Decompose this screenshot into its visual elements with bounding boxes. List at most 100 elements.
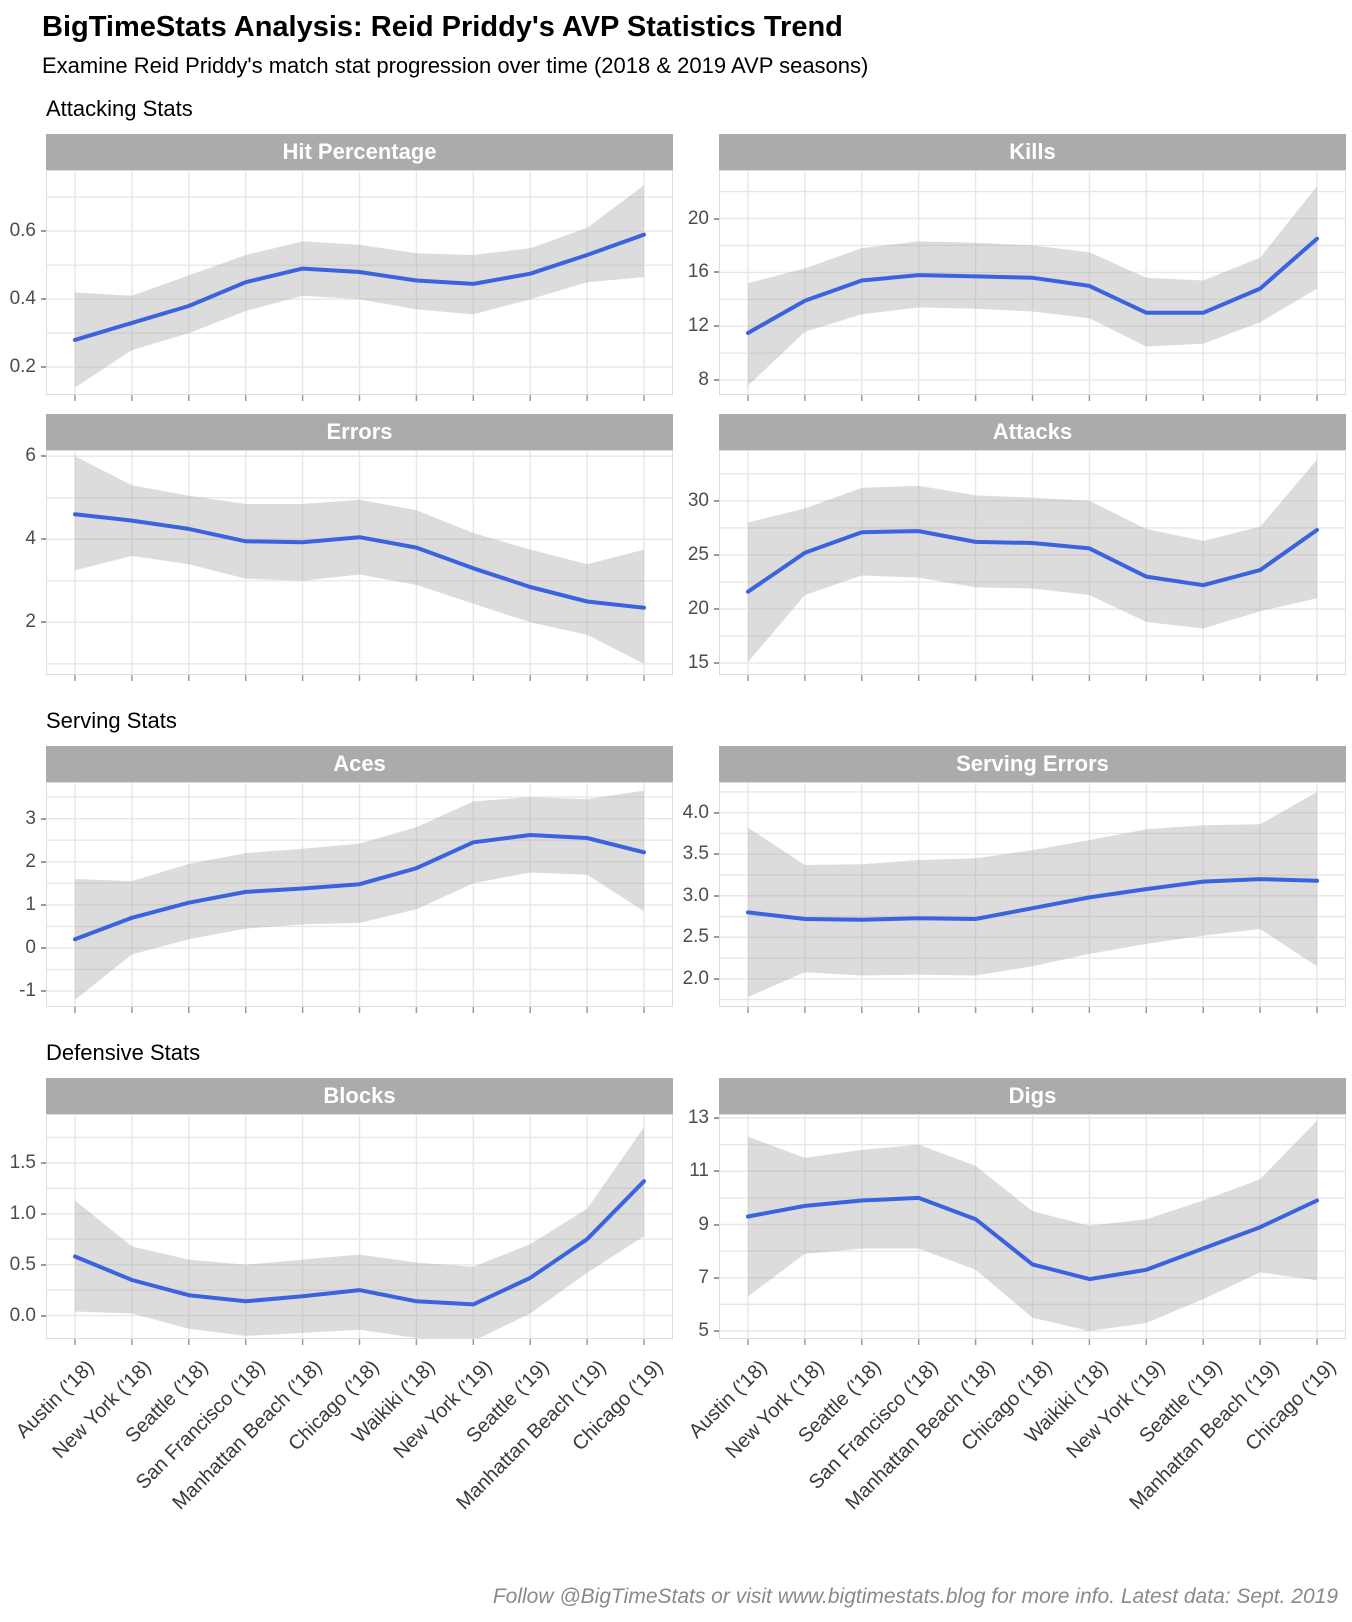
y-tick-mark bbox=[41, 817, 46, 820]
y-tick-label: 1.5 bbox=[9, 1151, 36, 1173]
y-tick-mark bbox=[714, 853, 719, 856]
y-tick-mark bbox=[41, 990, 46, 993]
y-tick-mark bbox=[41, 1161, 46, 1164]
y-tick-label: 0.2 bbox=[9, 356, 36, 378]
panel-title: Hit Percentage bbox=[282, 139, 437, 164]
y-tick-mark bbox=[714, 608, 719, 610]
panel-strip-digs: Digs bbox=[719, 1078, 1346, 1114]
plot-row: 15 20 25 30 bbox=[673, 450, 1346, 682]
y-tick-label: 6 bbox=[25, 445, 36, 467]
trend-line bbox=[73, 833, 646, 942]
plot-row: 2 4 6 bbox=[0, 445, 673, 682]
y-tick-label: 0.0 bbox=[9, 1304, 36, 1326]
y-tick-mark bbox=[714, 271, 719, 274]
plot-row: 2.0 2.5 3.0 3.5 4.0 bbox=[673, 782, 1346, 1014]
plot-row: 5 7 9 11 13 bbox=[673, 1107, 1346, 1346]
panel-title: Serving Errors bbox=[956, 751, 1109, 776]
y-tick-mark bbox=[714, 894, 719, 897]
y-tick-mark bbox=[714, 217, 719, 220]
y-axis-serving-errors: 2.0 2.5 3.0 3.5 4.0 bbox=[673, 782, 719, 1014]
y-tick-label: 5 bbox=[698, 1320, 709, 1341]
panel-blocks: Blocks 0.0 0.5 1.0 1.5 bbox=[0, 1078, 673, 1346]
x-tick-label: New York ('19) bbox=[389, 1356, 497, 1464]
y-tick-mark bbox=[714, 811, 719, 814]
confidence-band bbox=[75, 1127, 644, 1339]
y-tick-mark bbox=[41, 538, 46, 541]
y-tick-label: 4 bbox=[25, 528, 36, 550]
y-tick-mark bbox=[714, 499, 719, 502]
panel-aces: Aces -1 0 1 2 3 bbox=[0, 746, 673, 1014]
y-tick-label: 4.0 bbox=[682, 801, 709, 823]
panel-strip-serving-errors: Serving Errors bbox=[719, 746, 1346, 782]
panel-grid: Hit Percentage 0.2 0.4 0.6 Kills 8 12 16 20 Error… bbox=[0, 134, 1346, 682]
y-tick-label: 25 bbox=[687, 543, 709, 565]
panel-title: Aces bbox=[333, 751, 386, 776]
chart-header: BigTimeStats Analysis: Reid Priddy's AVP… bbox=[0, 10, 1346, 80]
panel-chart-serving-errors bbox=[719, 782, 1346, 1013]
plot-row: -1 0 1 2 3 bbox=[0, 782, 673, 1014]
y-tick-mark bbox=[714, 1170, 719, 1173]
plot-area-digs bbox=[719, 1114, 1346, 1346]
y-tick-label: 20 bbox=[687, 598, 709, 619]
section-heading: Serving Stats bbox=[46, 708, 177, 733]
plot-row: 8 12 16 20 bbox=[673, 170, 1346, 402]
panel-strip-blocks: Blocks bbox=[46, 1078, 673, 1114]
x-axis-labels: Austin ('18) New York ('18) Seattle ('18) S… bbox=[0, 1346, 1346, 1582]
panel-chart-blocks bbox=[46, 1114, 673, 1345]
y-tick-label: 2 bbox=[25, 611, 36, 633]
chart-sections: Attacking Stats Hit Percentage 0.2 0.4 0.6 Ki… bbox=[0, 94, 1346, 1582]
x-tick-label: New York ('19) bbox=[1062, 1356, 1170, 1464]
y-tick-mark bbox=[41, 903, 46, 906]
y-tick-label: -1 bbox=[19, 980, 36, 1002]
panel-title: Attacks bbox=[992, 419, 1073, 444]
y-tick-mark bbox=[714, 936, 719, 939]
x-tick-label: New York ('18) bbox=[48, 1356, 156, 1464]
panel-title: Kills bbox=[1009, 139, 1056, 164]
panel-title: Errors bbox=[326, 419, 393, 444]
y-tick-label: 3.5 bbox=[682, 843, 709, 865]
y-tick-mark bbox=[41, 366, 46, 369]
y-axis-aces: -1 0 1 2 3 bbox=[0, 782, 46, 1014]
panel-hit-percentage: Hit Percentage 0.2 0.4 0.6 bbox=[0, 134, 673, 402]
y-tick-label: 0.5 bbox=[9, 1253, 36, 1275]
trend-line bbox=[73, 1179, 646, 1307]
panel-strip-kills: Kills bbox=[719, 134, 1346, 170]
page-subtitle: Examine Reid Priddy's match stat progres… bbox=[42, 53, 869, 78]
y-tick-mark bbox=[41, 230, 46, 233]
panel-errors: Errors 2 4 6 bbox=[0, 414, 673, 682]
panel-digs: Digs 5 7 9 11 13 bbox=[673, 1078, 1346, 1346]
y-tick-label: 2.5 bbox=[682, 926, 709, 948]
panel-strip-hit-percentage: Hit Percentage bbox=[46, 134, 673, 170]
y-tick-label: 9 bbox=[698, 1213, 709, 1235]
y-tick-label: 0 bbox=[25, 936, 36, 958]
trend-line bbox=[73, 512, 646, 610]
section-attacking-stats: Attacking Stats Hit Percentage 0.2 0.4 0.6 Ki… bbox=[0, 94, 1346, 682]
plot-area-kills bbox=[719, 170, 1346, 402]
y-tick-label: 13 bbox=[687, 1107, 709, 1128]
section-heading: Defensive Stats bbox=[46, 1040, 201, 1065]
y-axis-hit-percentage: 0.2 0.4 0.6 bbox=[0, 170, 46, 402]
section-defensive-stats: Defensive Stats Blocks 0.0 0.5 1.0 1.5 Digs 5 7 9… bbox=[0, 1038, 1346, 1346]
section-serving-stats: Serving Stats Aces -1 0 1 2 3 Serving Errors 2.0… bbox=[0, 706, 1346, 1014]
y-tick-label: 8 bbox=[698, 369, 709, 391]
x-tick-label: New York ('18) bbox=[721, 1356, 829, 1464]
panel-chart-kills bbox=[719, 170, 1346, 401]
trend-line bbox=[746, 528, 1319, 594]
confidence-band bbox=[748, 792, 1317, 997]
section-heading: Attacking Stats bbox=[46, 96, 193, 121]
panel-attacks: Attacks 15 20 25 30 bbox=[673, 414, 1346, 682]
plot-row: 0.0 0.5 1.0 1.5 bbox=[0, 1114, 673, 1346]
y-tick-label: 2.0 bbox=[682, 967, 709, 989]
y-tick-mark bbox=[714, 1276, 719, 1279]
y-axis-digs: 5 7 9 11 13 bbox=[673, 1107, 719, 1346]
chart-caption: Follow @BigTimeStats or visit www.bigtim… bbox=[492, 1585, 1338, 1608]
trend-line bbox=[73, 232, 646, 342]
y-tick-mark bbox=[41, 860, 46, 863]
y-tick-label: 15 bbox=[687, 652, 709, 674]
confidence-band bbox=[748, 186, 1317, 386]
panel-chart-errors bbox=[46, 450, 673, 681]
panel-chart-hit-percentage bbox=[46, 170, 673, 401]
y-tick-label: 11 bbox=[689, 1160, 709, 1182]
panel-grid: Aces -1 0 1 2 3 Serving Errors 2.0 2.5 3.0 3.5 4.0 bbox=[0, 746, 1346, 1014]
y-tick-label: 1 bbox=[25, 893, 36, 915]
